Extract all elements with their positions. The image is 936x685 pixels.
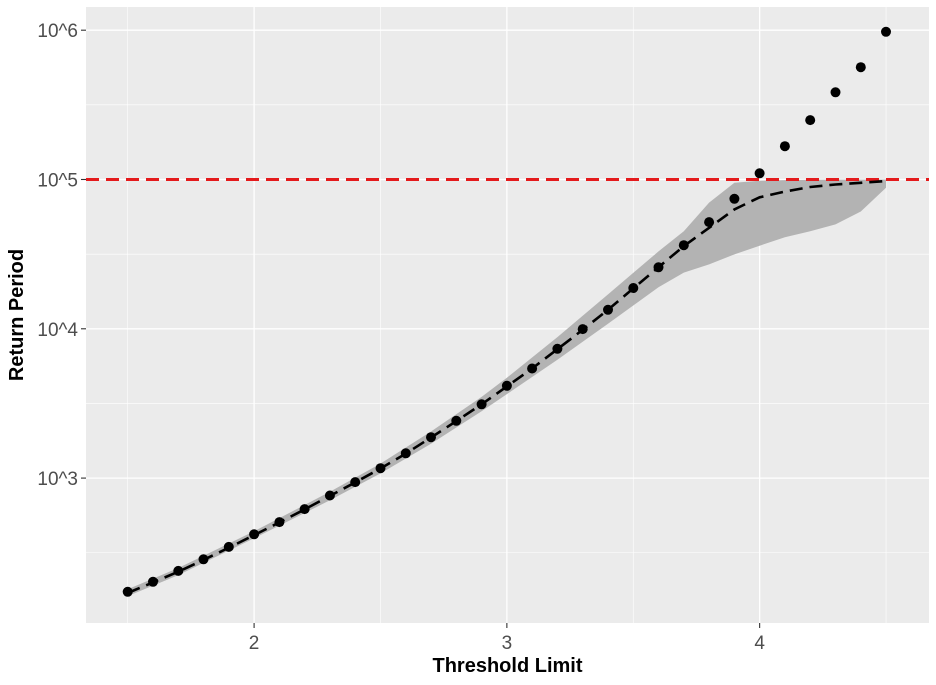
data-point: [324, 490, 335, 501]
data-point: [704, 217, 715, 228]
data-point: [779, 141, 790, 152]
y-tick-label: 10^4: [37, 320, 78, 341]
data-point: [628, 283, 639, 293]
data-point: [577, 324, 588, 335]
data-point: [527, 363, 538, 374]
major-gridlines: [86, 7, 929, 623]
y-axis-title: Return Period: [6, 249, 28, 381]
data-point: [223, 541, 234, 552]
data-point: [678, 240, 689, 251]
x-tick-label: 2: [249, 633, 260, 654]
data-point: [299, 504, 310, 515]
data-point: [426, 432, 436, 443]
y-axis-ticks: 10^3 10^4 10^5 10^6: [37, 21, 86, 490]
data-point: [249, 529, 260, 540]
data-point: [122, 586, 133, 597]
x-axis-title: Threshold Limit: [433, 655, 583, 677]
x-axis-ticks: 2 3 4: [249, 623, 765, 654]
data-point: [148, 576, 158, 587]
data-point: [754, 168, 765, 179]
data-point: [173, 565, 184, 576]
y-tick-label: 10^3: [37, 469, 78, 490]
x-tick-label: 4: [754, 633, 765, 654]
data-point: [855, 62, 866, 73]
data-point: [552, 343, 563, 354]
data-point: [501, 380, 512, 391]
y-tick-label: 10^6: [37, 21, 78, 42]
data-point: [451, 415, 462, 426]
data-point: [274, 517, 285, 528]
data-point: [400, 448, 411, 459]
data-point: [653, 262, 664, 273]
data-point: [198, 554, 209, 565]
y-tick-label: 10^5: [37, 170, 78, 191]
observed-points: [122, 26, 891, 597]
data-point: [603, 304, 613, 315]
data-point: [729, 193, 740, 204]
data-point: [830, 87, 841, 98]
data-point: [375, 463, 386, 474]
data-point: [476, 399, 487, 410]
data-point: [881, 26, 891, 37]
data-point: [805, 115, 816, 126]
x-tick-label: 3: [502, 633, 513, 654]
data-point: [350, 477, 361, 488]
